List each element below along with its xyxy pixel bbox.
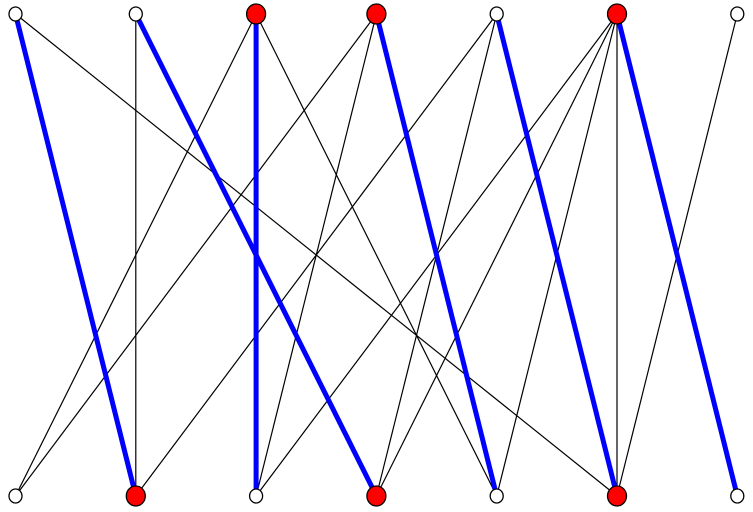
node-b1 (125, 485, 146, 507)
matching-edge-t5-b6 (614, 13, 740, 497)
matching-edge-t0-b1 (13, 13, 139, 497)
node-b6 (730, 488, 745, 504)
edge-t4-b1 (135, 13, 498, 497)
matching-edge-t3-b4 (373, 13, 500, 497)
node-t2 (245, 3, 267, 25)
edge-t3-b0 (15, 13, 377, 497)
node-b5 (606, 485, 628, 507)
edge-t5-b3 (375, 13, 618, 497)
node-t3 (366, 3, 387, 25)
edges-layer (13, 12, 740, 498)
node-b3 (366, 485, 387, 507)
nodes-layer (8, 3, 745, 507)
edge-t2-b0 (14, 13, 257, 497)
node-b2 (248, 488, 264, 504)
edge-t2-b4 (255, 13, 498, 497)
node-t0 (8, 6, 23, 22)
node-b0 (8, 488, 23, 504)
node-t1 (128, 6, 143, 22)
node-t5 (606, 3, 628, 25)
node-b4 (489, 488, 504, 504)
node-t6 (730, 6, 745, 22)
node-t4 (489, 6, 504, 22)
matching-edge-t4-b5 (494, 13, 620, 497)
